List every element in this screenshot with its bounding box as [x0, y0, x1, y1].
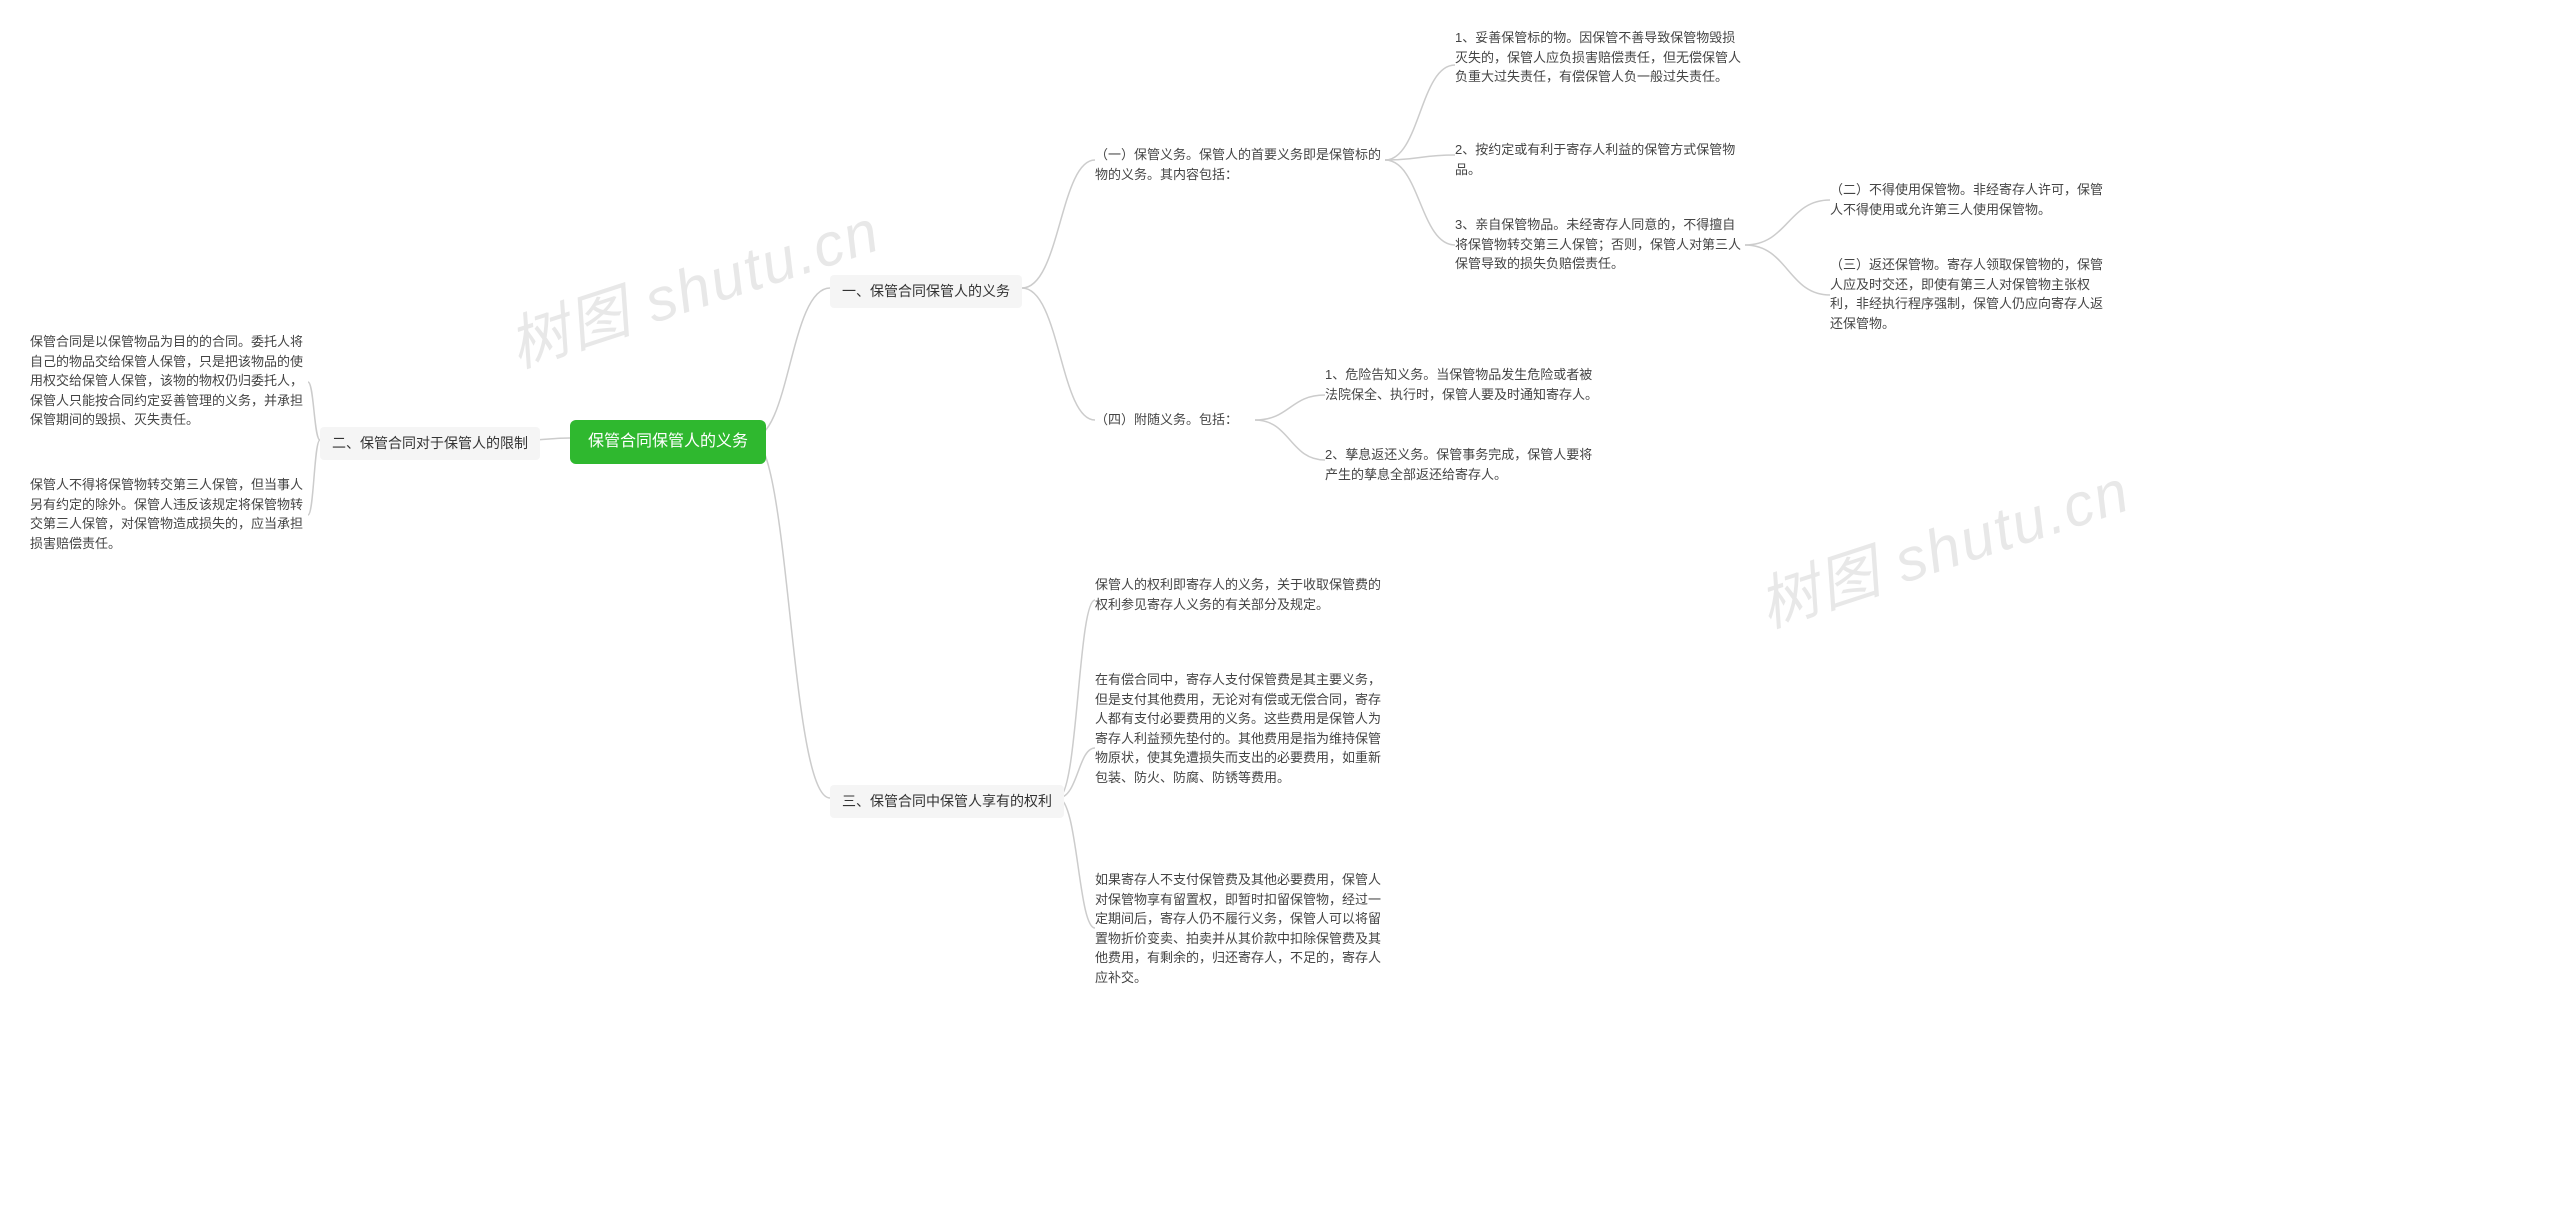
watermark-2: 树图 shutu.cn	[1746, 443, 2140, 645]
connector	[1022, 288, 1095, 420]
node-b3a[interactable]: 保管人的权利即寄存人的义务，关于收取保管费的权利参见寄存人义务的有关部分及规定。	[1095, 575, 1385, 614]
connector	[1255, 420, 1325, 460]
node-b1c1c1[interactable]: （二）不得使用保管物。非经寄存人许可，保管人不得使用或允许第三人使用保管物。	[1830, 180, 2110, 219]
node-b1c2[interactable]: （四）附随义务。包括：	[1095, 410, 1255, 430]
root-node[interactable]: 保管合同保管人的义务	[570, 420, 766, 464]
node-b1c2a[interactable]: 1、危险告知义务。当保管物品发生危险或者被法院保全、执行时，保管人要及时通知寄存…	[1325, 365, 1605, 404]
connector	[1385, 65, 1455, 160]
connector	[1022, 160, 1095, 288]
node-b3b[interactable]: 在有偿合同中，寄存人支付保管费是其主要义务，但是支付其他费用，无论对有偿或无偿合…	[1095, 670, 1385, 787]
connector	[1255, 395, 1325, 420]
node-b2b[interactable]: 保管人不得将保管物转交第三人保管，但当事人另有约定的除外。保管人违反该规定将保管…	[30, 475, 310, 553]
connector	[1745, 200, 1830, 245]
connector	[1058, 798, 1095, 928]
node-b3c[interactable]: 如果寄存人不支付保管费及其他必要费用，保管人对保管物享有留置权，即暂时扣留保管物…	[1095, 870, 1385, 987]
connector	[752, 438, 830, 798]
node-b1c2b[interactable]: 2、孳息返还义务。保管事务完成，保管人要将产生的孳息全部返还给寄存人。	[1325, 445, 1605, 484]
connector	[1385, 155, 1455, 160]
node-b1c1c2[interactable]: （三）返还保管物。寄存人领取保管物的，保管人应及时交还，即使有第三人对保管物主张…	[1830, 255, 2110, 333]
node-b1c1[interactable]: （一）保管义务。保管人的首要义务即是保管标的物的义务。其内容包括：	[1095, 145, 1385, 184]
node-b1c1a[interactable]: 1、妥善保管标的物。因保管不善导致保管物毁损灭失的，保管人应负损害赔偿责任，但无…	[1455, 28, 1745, 87]
connector	[1745, 245, 1830, 295]
node-b1c1c[interactable]: 3、亲自保管物品。未经寄存人同意的，不得擅自将保管物转交第三人保管；否则，保管人…	[1455, 215, 1745, 274]
branch-1[interactable]: 一、保管合同保管人的义务	[830, 275, 1022, 308]
branch-2[interactable]: 二、保管合同对于保管人的限制	[320, 427, 540, 460]
connector	[752, 288, 830, 438]
connector	[1058, 600, 1095, 798]
node-b1c1b[interactable]: 2、按约定或有利于寄存人利益的保管方式保管物品。	[1455, 140, 1745, 179]
branch-3[interactable]: 三、保管合同中保管人享有的权利	[830, 785, 1064, 818]
node-b2a[interactable]: 保管合同是以保管物品为目的的合同。委托人将自己的物品交给保管人保管，只是把该物品…	[30, 332, 310, 430]
connector	[1385, 160, 1455, 245]
